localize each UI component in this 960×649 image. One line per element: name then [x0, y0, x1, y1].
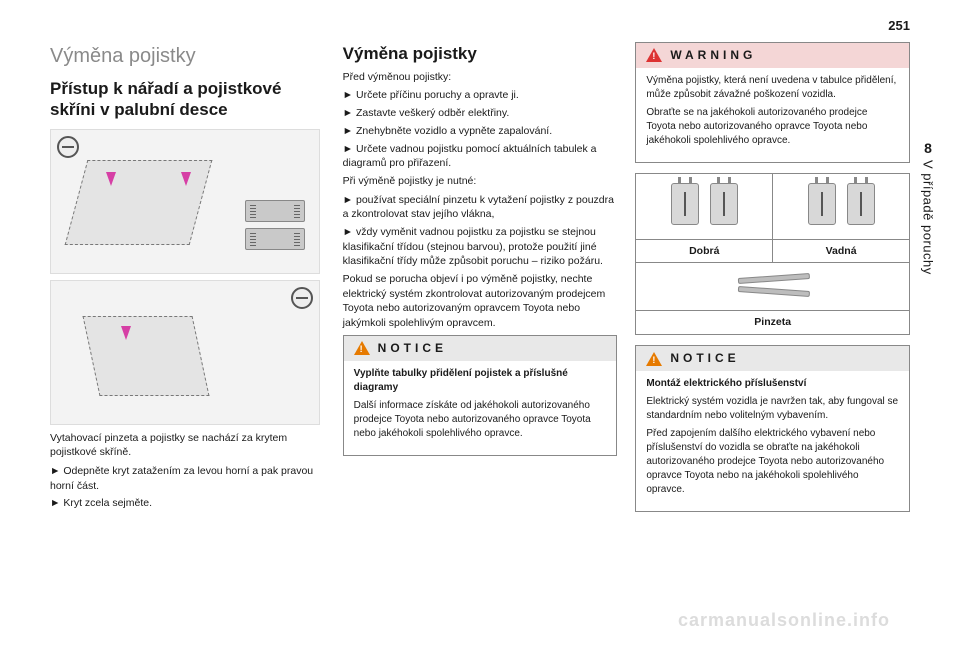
- bad-fuse-cell: [773, 173, 910, 239]
- warning-triangle-icon: !: [354, 341, 370, 355]
- notice-text: Elektrický systém vozidla je navržen tak…: [646, 395, 899, 423]
- bullet-item: Znehybněte vozidlo a vypněte zapalování.: [343, 124, 618, 139]
- bullet-item: vždy vyměnit vadnou pojistku za pojistku…: [343, 225, 618, 269]
- column-1: Výměna pojistky Přístup k nářadí a pojis…: [50, 42, 325, 522]
- tweezers-label: Pinzeta: [636, 311, 910, 335]
- section-title: Výměna pojistky: [50, 42, 325, 70]
- side-tab: 8 V případě poruchy: [916, 140, 940, 480]
- bullet-item: Určete příčinu poruchy a opravte ji.: [343, 88, 618, 103]
- fuse-box-icon: [245, 228, 305, 250]
- warning-title: WARNING: [670, 47, 756, 64]
- body-text: Při výměně pojistky je nutné:: [343, 174, 618, 189]
- page-columns: Výměna pojistky Přístup k nářadí a pojis…: [50, 42, 910, 522]
- cover-outline: [82, 316, 209, 396]
- steering-wheel-icon: [291, 287, 313, 309]
- notice-box: ! NOTICE Vyplňte tabulky přidělení pojis…: [343, 335, 618, 456]
- fuse-good-icon: [710, 183, 738, 225]
- subsection-title: Přístup k nářadí a pojistkové skříni v p…: [50, 78, 325, 121]
- body-text: Vytahovací pinzeta a pojistky se nachází…: [50, 431, 325, 460]
- good-fuse-cell: [636, 173, 773, 239]
- fuse-bad-icon: [808, 183, 836, 225]
- page-number: 251: [888, 18, 910, 33]
- bullet-item: Kryt zcela sejměte.: [50, 496, 325, 511]
- notice-text: Před zapojením dalšího elektrického vyba…: [646, 427, 899, 497]
- notice-text: Další informace získáte od jakéhokoli au…: [354, 399, 607, 441]
- notice-bold: Vyplňte tabulky přidělení pojistek a pří…: [354, 367, 607, 395]
- good-label: Dobrá: [636, 239, 773, 263]
- tweezers-icon: [738, 274, 808, 296]
- illustration-dashboard-left: [50, 129, 320, 274]
- chapter-number: 8: [916, 140, 940, 156]
- arrow-icon: [121, 326, 131, 340]
- notice-title: NOTICE: [378, 340, 447, 357]
- notice-header: ! NOTICE: [344, 336, 617, 361]
- subsection-title: Výměna pojistky: [343, 42, 618, 66]
- column-2: Výměna pojistky Před výměnou pojistky: U…: [343, 42, 618, 522]
- column-3: ! WARNING Výměna pojistky, která není uv…: [635, 42, 910, 522]
- notice-header: ! NOTICE: [636, 346, 909, 371]
- warning-header: ! WARNING: [636, 43, 909, 68]
- arrow-icon: [106, 172, 116, 186]
- fuse-condition-table: Dobrá Vadná Pinzeta: [635, 173, 910, 335]
- watermark: carmanualsonline.info: [678, 610, 890, 631]
- illustration-dashboard-right: [50, 280, 320, 425]
- notice-box: ! NOTICE Montáž elektrického příslušenst…: [635, 345, 910, 512]
- tweezers-cell: [636, 263, 910, 311]
- warning-box: ! WARNING Výměna pojistky, která není uv…: [635, 42, 910, 163]
- notice-bold: Montáž elektrického příslušenství: [646, 377, 899, 391]
- fuse-bad-icon: [847, 183, 875, 225]
- bullet-item: Odepněte kryt zatažením za levou horní a…: [50, 464, 325, 493]
- fuse-good-icon: [671, 183, 699, 225]
- warning-text: Výměna pojistky, která není uvedena v ta…: [646, 74, 899, 102]
- fuse-box-icon: [245, 200, 305, 222]
- body-text: Před výměnou pojistky:: [343, 70, 618, 85]
- warning-text: Obraťte se na jakéhokoli autorizovaného …: [646, 106, 899, 148]
- bullet-item: Zastavte veškerý odběr elektřiny.: [343, 106, 618, 121]
- notice-title: NOTICE: [670, 350, 739, 367]
- arrow-icon: [181, 172, 191, 186]
- steering-wheel-icon: [57, 136, 79, 158]
- body-text: Pokud se porucha objeví i po výměně poji…: [343, 272, 618, 331]
- bad-label: Vadná: [773, 239, 910, 263]
- bullet-item: Určete vadnou pojistku pomocí aktuálních…: [343, 142, 618, 171]
- warning-triangle-icon: !: [646, 48, 662, 62]
- bullet-item: používat speciální pinzetu k vytažení po…: [343, 193, 618, 222]
- chapter-label: V případě poruchy: [921, 160, 936, 275]
- warning-triangle-icon: !: [646, 352, 662, 366]
